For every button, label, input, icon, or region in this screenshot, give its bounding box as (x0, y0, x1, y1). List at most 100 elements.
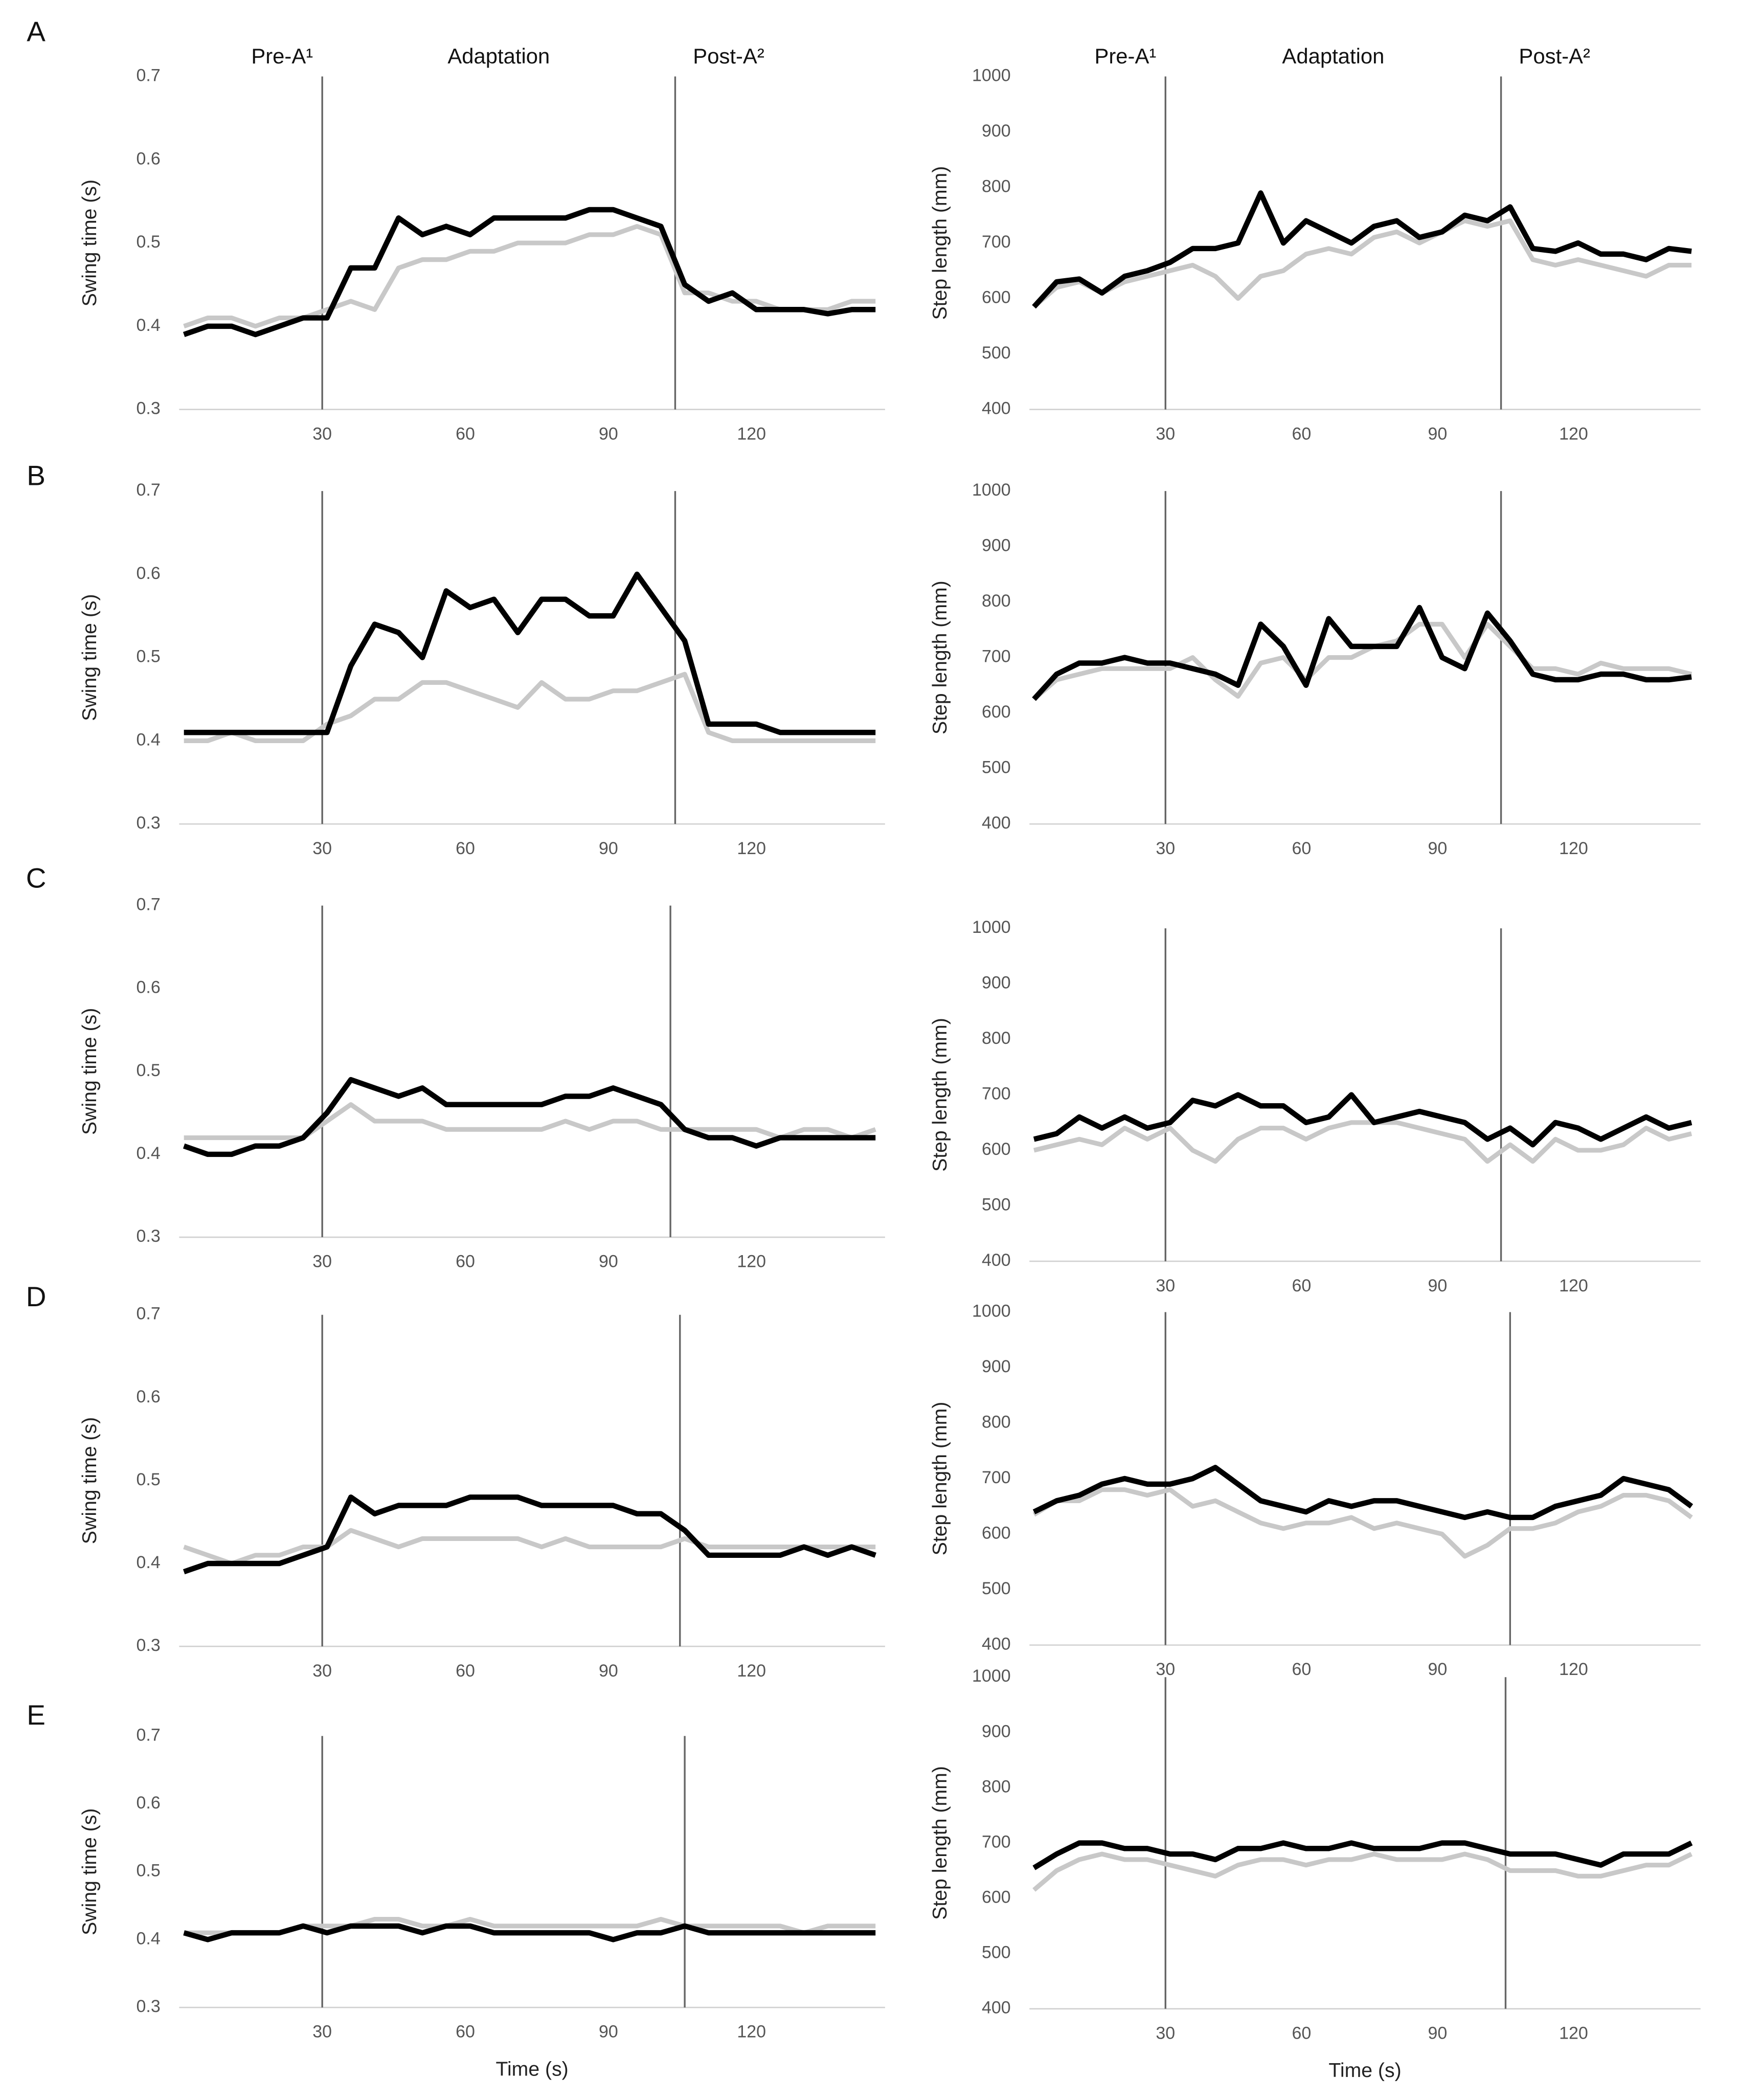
y-axis-label: Step length (mm) (929, 166, 951, 320)
panel-letter: B (27, 459, 46, 491)
x-tick-label: 60 (456, 2022, 475, 2042)
y-tick-label: 0.6 (137, 1793, 161, 1813)
y-tick-label: 900 (982, 1722, 1011, 1741)
x-tick-label: 60 (1292, 839, 1311, 858)
x-tick-label: 90 (1428, 839, 1448, 858)
x-axis-label: Time (s) (495, 2058, 568, 2080)
x-tick-label: 120 (1559, 424, 1588, 443)
data-line (183, 1923, 876, 1942)
x-tick-label: 90 (1428, 2023, 1448, 2043)
y-tick-label: 600 (982, 702, 1011, 722)
y-tick-label: 900 (982, 973, 1011, 993)
phase-label: Post-A² (1519, 44, 1590, 68)
data-line (1032, 218, 1692, 309)
y-tick-label: 0.3 (137, 813, 161, 833)
x-tick-label: 60 (456, 1661, 475, 1681)
y-tick-label: 600 (982, 288, 1011, 307)
y-tick-label: 0.7 (137, 895, 161, 914)
y-tick-label: 0.4 (137, 1144, 161, 1163)
y-tick-label: 400 (982, 399, 1011, 418)
y-axis-label: Swing time (s) (79, 1417, 101, 1544)
y-tick-label: 0.4 (137, 316, 161, 335)
x-tick-label: 120 (737, 839, 766, 858)
x-tick-label: 30 (312, 424, 332, 443)
y-tick-label: 1000 (972, 66, 1011, 85)
panel-letter: A (27, 15, 46, 47)
phase-label: Adaptation (447, 44, 550, 68)
y-tick-label: 800 (982, 1777, 1011, 1796)
data-line (1032, 1487, 1693, 1559)
data-line (184, 1102, 876, 1141)
x-tick-label: 90 (599, 2022, 618, 2042)
y-axis-label: Swing time (s) (79, 1008, 101, 1135)
y-tick-label: 0.3 (137, 1636, 161, 1655)
x-tick-label: 30 (312, 1661, 332, 1681)
x-tick-label: 30 (1156, 839, 1175, 858)
y-tick-label: 900 (982, 1357, 1011, 1376)
y-tick-label: 0.7 (137, 1304, 161, 1324)
y-tick-label: 500 (982, 343, 1011, 363)
x-tick-label: 30 (1156, 424, 1175, 443)
y-tick-label: 1000 (972, 918, 1011, 937)
y-tick-label: 500 (982, 1579, 1011, 1598)
y-axis-label: Swing time (s) (79, 180, 101, 306)
data-line (1033, 1120, 1692, 1164)
data-line (1032, 1465, 1694, 1521)
data-line (1032, 1840, 1693, 1870)
y-tick-label: 400 (982, 813, 1011, 833)
y-tick-label: 0.5 (137, 232, 161, 252)
y-tick-label: 600 (982, 1888, 1011, 1907)
x-tick-label: 90 (599, 1661, 618, 1681)
y-tick-label: 500 (982, 1943, 1011, 1962)
phase-label: Adaptation (1282, 44, 1384, 68)
y-tick-label: 600 (982, 1140, 1011, 1159)
data-line (183, 1077, 876, 1157)
data-line (1032, 1851, 1693, 1892)
x-tick-label: 90 (1428, 424, 1448, 443)
y-tick-label: 0.3 (137, 399, 161, 418)
x-tick-label: 60 (1292, 2023, 1311, 2043)
y-tick-label: 0.7 (137, 480, 161, 500)
data-line (183, 1494, 876, 1575)
panel-letter: D (26, 1281, 47, 1312)
y-tick-label: 0.4 (137, 1553, 161, 1572)
y-axis-label: Step length (mm) (929, 580, 951, 734)
x-tick-label: 30 (1156, 1276, 1175, 1295)
y-tick-label: 0.7 (137, 1725, 161, 1745)
y-tick-label: 900 (982, 121, 1011, 141)
data-line (1032, 190, 1692, 309)
data-line (184, 571, 876, 735)
x-tick-label: 30 (1156, 2023, 1175, 2043)
y-tick-label: 800 (982, 591, 1011, 611)
y-axis-label: Swing time (s) (79, 594, 101, 721)
y-axis-label: Swing time (s) (79, 1808, 101, 1935)
y-tick-label: 0.6 (137, 564, 161, 583)
y-tick-label: 800 (982, 1029, 1011, 1048)
data-line (183, 1528, 876, 1566)
y-tick-label: 0.3 (137, 1226, 161, 1246)
x-tick-label: 120 (737, 1661, 766, 1681)
y-tick-label: 0.5 (137, 1061, 161, 1080)
y-tick-label: 0.6 (137, 1387, 161, 1406)
y-tick-label: 0.4 (137, 1929, 161, 1948)
data-line (183, 207, 876, 338)
y-tick-label: 500 (982, 758, 1011, 777)
panel-letter: E (27, 1699, 46, 1731)
x-tick-label: 60 (1292, 1276, 1311, 1295)
phase-label: Pre-A¹ (1094, 44, 1156, 68)
y-tick-label: 400 (982, 1998, 1011, 2018)
y-tick-label: 0.3 (137, 1997, 161, 2016)
y-tick-label: 700 (982, 1468, 1011, 1487)
x-tick-label: 120 (1559, 839, 1588, 858)
y-axis-label: Step length (mm) (929, 1018, 951, 1172)
y-tick-label: 0.4 (137, 730, 161, 749)
x-tick-label: 120 (737, 424, 766, 443)
y-tick-label: 400 (982, 1634, 1011, 1654)
y-tick-label: 700 (982, 647, 1011, 666)
x-tick-label: 60 (456, 839, 475, 858)
y-axis-label: Step length (mm) (929, 1766, 951, 1920)
x-tick-label: 90 (599, 424, 618, 443)
y-tick-label: 600 (982, 1523, 1011, 1543)
y-tick-label: 0.7 (137, 66, 161, 85)
